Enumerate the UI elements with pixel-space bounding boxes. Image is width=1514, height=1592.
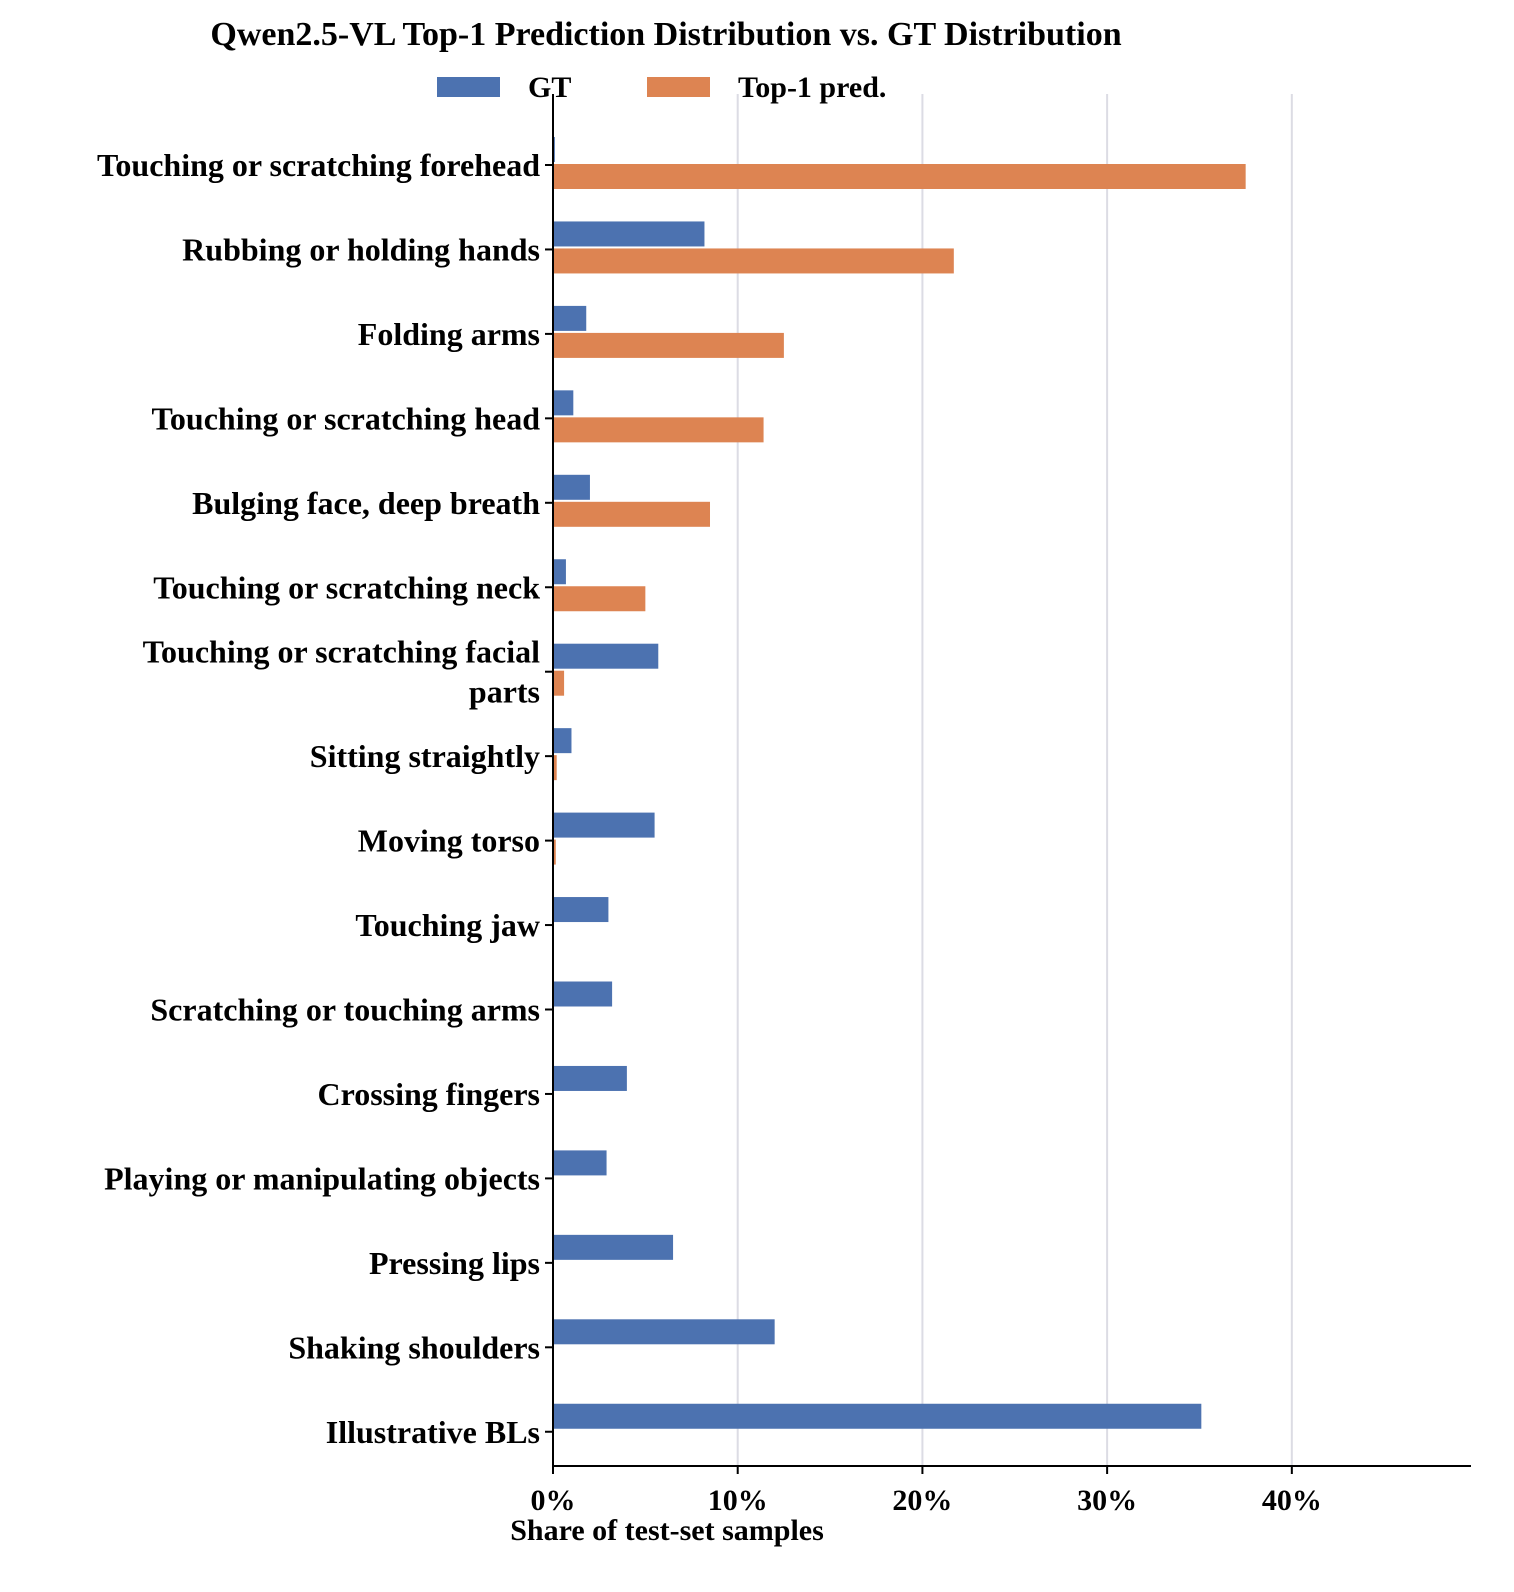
bar-gt-7: [553, 728, 572, 754]
legend-swatch-0: [437, 77, 500, 97]
bar-top-1-pred--2: [553, 332, 784, 358]
bar-gt-9: [553, 897, 609, 923]
category-label-10: Scratching or touching arms: [150, 992, 540, 1028]
x-axis-label: Share of test-set samples: [510, 1514, 824, 1547]
x-axis-ticks: 0% 10% 20% 30% 40%: [531, 1466, 1322, 1517]
x-tick-label-2: 20%: [892, 1484, 952, 1517]
category-label-9: Touching jaw: [355, 907, 540, 943]
bar-top-1-pred--1: [553, 248, 954, 274]
x-tick-label-1: 10%: [708, 1484, 768, 1517]
bar-top-1-pred--5: [553, 586, 646, 612]
category-label-4: Bulging face, deep breath: [192, 485, 540, 521]
bar-gt-1: [553, 221, 705, 247]
legend: GT Top-1 pred.: [437, 71, 886, 104]
bar-top-1-pred--7: [553, 755, 557, 781]
bar-gt-2: [553, 305, 587, 331]
bar-gt-10: [553, 981, 613, 1007]
gridlines: [736, 94, 1293, 1466]
x-tick-label-0: 0%: [531, 1484, 576, 1517]
bar-gt-6: [553, 643, 659, 669]
chart-title: Qwen2.5-VL Top-1 Prediction Distribution…: [210, 16, 1121, 53]
bars: [553, 137, 1246, 1429]
legend-label-0: GT: [528, 71, 571, 104]
category-label-13: Pressing lips: [369, 1245, 540, 1281]
category-label-6-line-1: parts: [469, 674, 540, 710]
category-label-8: Moving torso: [358, 823, 540, 859]
bar-gt-14: [553, 1319, 775, 1345]
category-label-11: Crossing fingers: [317, 1076, 540, 1112]
bar-gt-3: [553, 390, 574, 416]
bar-gt-11: [553, 1065, 627, 1091]
bar-top-1-pred--6: [553, 670, 565, 696]
category-label-12: Playing or manipulating objects: [104, 1160, 540, 1196]
category-label-1: Rubbing or holding hands: [182, 231, 540, 267]
bar-gt-5: [553, 559, 566, 585]
category-label-5: Touching or scratching neck: [153, 569, 540, 605]
category-label-0: Touching or scratching forehead: [97, 147, 540, 183]
category-label-7: Sitting straightly: [310, 738, 540, 774]
bar-top-1-pred--3: [553, 417, 764, 443]
bar-top-1-pred--8: [553, 839, 556, 865]
bar-gt-13: [553, 1234, 674, 1260]
axes: [552, 94, 1471, 1467]
legend-label-1: Top-1 pred.: [738, 71, 886, 104]
bar-gt-15: [553, 1403, 1202, 1429]
y-axis-ticks: Touching or scratching forehead Rubbing o…: [97, 147, 553, 1450]
legend-swatch-1: [647, 77, 710, 97]
x-tick-label-3: 30%: [1077, 1484, 1137, 1517]
bar-top-1-pred--4: [553, 501, 711, 527]
category-label-14: Shaking shoulders: [288, 1329, 540, 1365]
category-label-6-line-0: Touching or scratching facial: [143, 634, 540, 670]
category-label-3: Touching or scratching head: [151, 400, 540, 436]
category-label-2: Folding arms: [358, 316, 540, 352]
category-label-15: Illustrative BLs: [326, 1414, 540, 1450]
bar-top-1-pred--0: [553, 164, 1246, 189]
bar-gt-4: [553, 474, 590, 500]
bar-gt-12: [553, 1150, 607, 1176]
bar-gt-8: [553, 812, 655, 838]
x-tick-label-4: 40%: [1262, 1484, 1322, 1517]
